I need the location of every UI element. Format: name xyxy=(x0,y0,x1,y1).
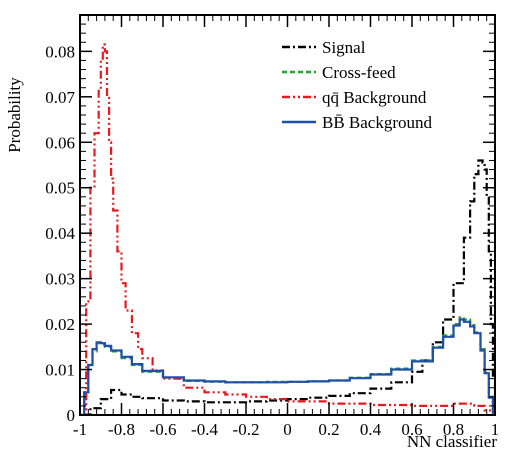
y-tick-label-1: 0.01 xyxy=(45,361,75,380)
legend-label-1: Cross-feed xyxy=(322,63,396,82)
legend-label-2: qq̄ Background xyxy=(322,88,427,107)
y-tick-label-0: 0 xyxy=(67,406,76,425)
legend-label-0: Signal xyxy=(322,38,366,57)
series-line-3 xyxy=(80,318,495,415)
x-tick-label-8: 0.6 xyxy=(401,420,422,439)
y-tick-label-5: 0.05 xyxy=(45,179,75,198)
ticks-layer xyxy=(79,14,496,416)
y-tick-label-4: 0.04 xyxy=(45,224,75,243)
y-tick-label-7: 0.07 xyxy=(45,88,75,107)
x-tick-label-0: -1 xyxy=(73,420,87,439)
x-tick-label-3: -0.4 xyxy=(191,420,218,439)
y-tick-label-6: 0.06 xyxy=(45,133,75,152)
x-tick-label-7: 0.4 xyxy=(360,420,382,439)
legend: Signal Cross-feed qq̄ Background BB̄ Backgr… xyxy=(282,38,433,132)
series-line-0 xyxy=(84,159,495,415)
y-tick-label-3: 0.03 xyxy=(45,270,75,289)
x-axis-label: NN classifier xyxy=(407,432,498,451)
tick-labels-layer: -1 -0.8 -0.6 -0.4 -0.2 0 0.2 0.4 0.6 0.8 1 0 0.01 0.0… xyxy=(45,42,499,439)
y-tick-label-2: 0.02 xyxy=(45,315,75,334)
legend-label-3: BB̄ Background xyxy=(322,113,433,132)
x-tick-label-6: 0.2 xyxy=(318,420,339,439)
x-tick-label-2: -0.6 xyxy=(150,420,177,439)
x-tick-label-5: 0 xyxy=(283,420,292,439)
y-tick-label-8: 0.08 xyxy=(45,42,75,61)
x-tick-label-9: 0.8 xyxy=(443,420,464,439)
x-tick-label-4: -0.2 xyxy=(233,420,260,439)
x-tick-label-1: -0.8 xyxy=(108,420,135,439)
series-layer xyxy=(80,43,495,415)
x-tick-label-10: 1 xyxy=(491,420,500,439)
y-axis-label: Probability xyxy=(5,77,24,153)
